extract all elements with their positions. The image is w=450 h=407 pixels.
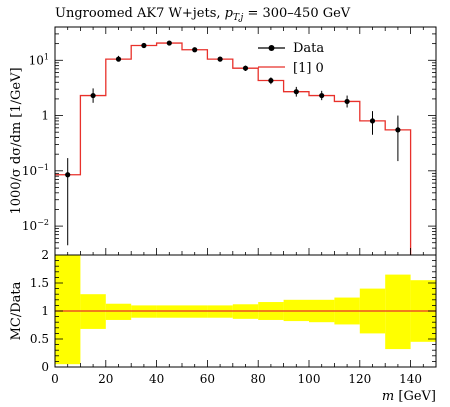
data-point: [217, 56, 223, 62]
legend-mc-label: [1] 0: [293, 61, 324, 76]
legend: Data [1] 0: [258, 41, 324, 76]
x-axis-label: m [GeV]: [382, 389, 436, 404]
data-point: [319, 92, 325, 99]
y-axis-label: 1000/σ dσ/dm [1/GeV]: [9, 67, 24, 214]
ratio-band-bin: [385, 274, 411, 350]
ratio-y-tick-label: 2: [41, 248, 49, 262]
data-point: [344, 98, 350, 105]
data-point: [115, 56, 122, 62]
main-panel: [55, 40, 436, 365]
ratio-y-tick-label: 1.5: [30, 276, 49, 290]
x-tick-label: 140: [399, 372, 422, 386]
y-tick-label: 1: [41, 109, 49, 123]
x-tick-label: 80: [251, 372, 266, 386]
x-tick-label: 60: [200, 372, 215, 386]
data-point: [395, 127, 401, 133]
data-point: [293, 89, 299, 95]
y-tick-label: 10−1: [22, 163, 49, 178]
ratio-y-tick-label: 0: [41, 360, 49, 374]
main-plot-frame: [54, 26, 437, 256]
ratio-y-tick-label: 1: [41, 304, 49, 318]
data-point: [166, 40, 172, 46]
x-tick-label: 120: [348, 372, 371, 386]
ratio-band: [55, 255, 436, 365]
mc-step-histogram: [55, 42, 412, 255]
y-tick-label: 101: [29, 52, 49, 67]
data-point: [90, 92, 96, 99]
data-point: [369, 118, 376, 124]
ratio-band-bin: [55, 255, 81, 365]
axis-ticks: 0 20 40 60 80 100 120 140 101 1 10−1 10−2 0 0.5 1 1.5 2: [22, 26, 437, 386]
x-tick-label: 40: [149, 372, 164, 386]
x-tick-label: 0: [51, 372, 59, 386]
data-point: [242, 65, 249, 71]
y-tick-label: 10−2: [22, 218, 49, 233]
ratio-y-tick-label: 0.5: [30, 332, 49, 346]
data-point: [192, 47, 198, 53]
legend-data-label: Data: [293, 41, 324, 56]
ratio-band-bin: [105, 303, 132, 320]
data-points: [65, 40, 401, 246]
ratio-plot-frame: [54, 254, 437, 368]
chart-title: Ungroomed AK7 W+jets, pT,j = 300–450 GeV: [55, 6, 351, 23]
x-tick-label: 20: [98, 372, 113, 386]
legend-data-marker: [268, 45, 275, 51]
x-tick-label: 100: [298, 372, 321, 386]
ratio-y-axis-label: MC/Data: [9, 281, 24, 340]
data-point: [268, 77, 274, 84]
data-point: [141, 42, 147, 49]
mc-step-line: [55, 42, 412, 255]
data-point: [65, 172, 71, 178]
